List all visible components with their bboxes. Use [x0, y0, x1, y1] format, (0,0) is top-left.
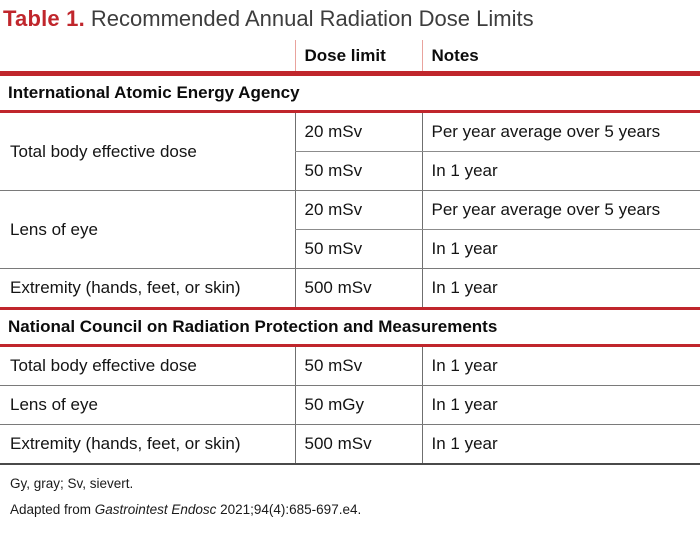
dose-limit-cell: 50 mGy — [294, 385, 422, 425]
column-header-row: Dose limit Notes — [0, 40, 700, 76]
source-citation: 2021;94(4):685-697.e4. — [216, 502, 362, 517]
dose-limit-cell: 50 mSv — [294, 345, 422, 386]
column-header-notes: Notes — [421, 40, 700, 76]
dose-limit-cell: 500 mSv — [294, 268, 422, 309]
row-parameter: Total body effective dose — [0, 111, 295, 191]
dose-limit-cell: 20 mSv — [294, 190, 422, 230]
row-parameter: Extremity (hands, feet, or skin) — [10, 278, 241, 297]
notes-cell: In 1 year — [421, 385, 700, 425]
notes-cell: In 1 year — [421, 424, 700, 465]
source-prefix: Adapted from — [10, 502, 95, 517]
table-row: Extremity (hands, feet, or skin) 500 mSv… — [0, 268, 700, 309]
row-parameter: Total body effective dose — [0, 345, 295, 386]
notes-cell: Per year average over 5 years — [421, 190, 700, 230]
source-journal-name: Gastrointest Endosc — [94, 502, 217, 517]
table-row: Extremity (hands, feet, or skin) 500 mSv… — [0, 424, 700, 465]
table-row: 50 mSv In 1 year — [0, 229, 700, 269]
empty-header-cell — [0, 40, 295, 76]
table-row: Lens of eye 20 mSv Per year average over… — [0, 190, 700, 269]
table-title-text: Recommended Annual Radiation Dose Limits — [90, 6, 534, 31]
column-header-dose-limit: Dose limit — [294, 40, 422, 76]
row-parameter: Extremity (hands, feet, or skin) — [0, 424, 295, 465]
table-row: Lens of eye 50 mGy In 1 year — [0, 385, 700, 425]
notes-cell: In 1 year — [421, 229, 700, 269]
row-parameter: Lens of eye — [0, 190, 295, 269]
section-header-label: International Atomic Energy Agency — [0, 72, 700, 113]
row-parameter: Lens of eye — [0, 385, 295, 425]
table-row: 50 mSv In 1 year — [0, 151, 700, 191]
notes-cell: In 1 year — [421, 151, 700, 191]
radiation-dose-table: Dose limit Notes International Atomic En… — [0, 40, 700, 465]
dose-limit-cell: 50 mSv — [294, 229, 422, 269]
table-row: Total body effective dose 50 mSv In 1 ye… — [0, 345, 700, 386]
abbreviation-footnote: Gy, gray; Sv, sievert. — [10, 476, 134, 491]
table-figure: Table 1. Recommended Annual Radiation Dos… — [0, 0, 700, 518]
section-header-label: National Council on Radiation Protection… — [0, 307, 700, 347]
table-caption: Table 1. Recommended Annual Radiation Dos… — [0, 0, 700, 40]
notes-cell: Per year average over 5 years — [421, 111, 700, 152]
footnotes: Gy, gray; Sv, sievert. Adapted from Gast… — [0, 465, 700, 518]
section-header-ncrp: National Council on Radiation Protection… — [0, 307, 700, 347]
dose-limit-cell: 50 mSv — [294, 151, 422, 191]
notes-cell: In 1 year — [421, 268, 700, 309]
table-number-label: Table 1. — [3, 6, 85, 31]
table-row: Total body effective dose 20 mSv Per yea… — [0, 111, 700, 191]
section-header-iaea: International Atomic Energy Agency — [0, 72, 700, 113]
notes-cell: In 1 year — [421, 345, 700, 386]
dose-limit-cell: 20 mSv — [294, 111, 422, 152]
source-footnote: Adapted from Gastrointest Endosc 2021;94… — [10, 501, 700, 518]
dose-limit-cell: 500 mSv — [294, 424, 422, 465]
